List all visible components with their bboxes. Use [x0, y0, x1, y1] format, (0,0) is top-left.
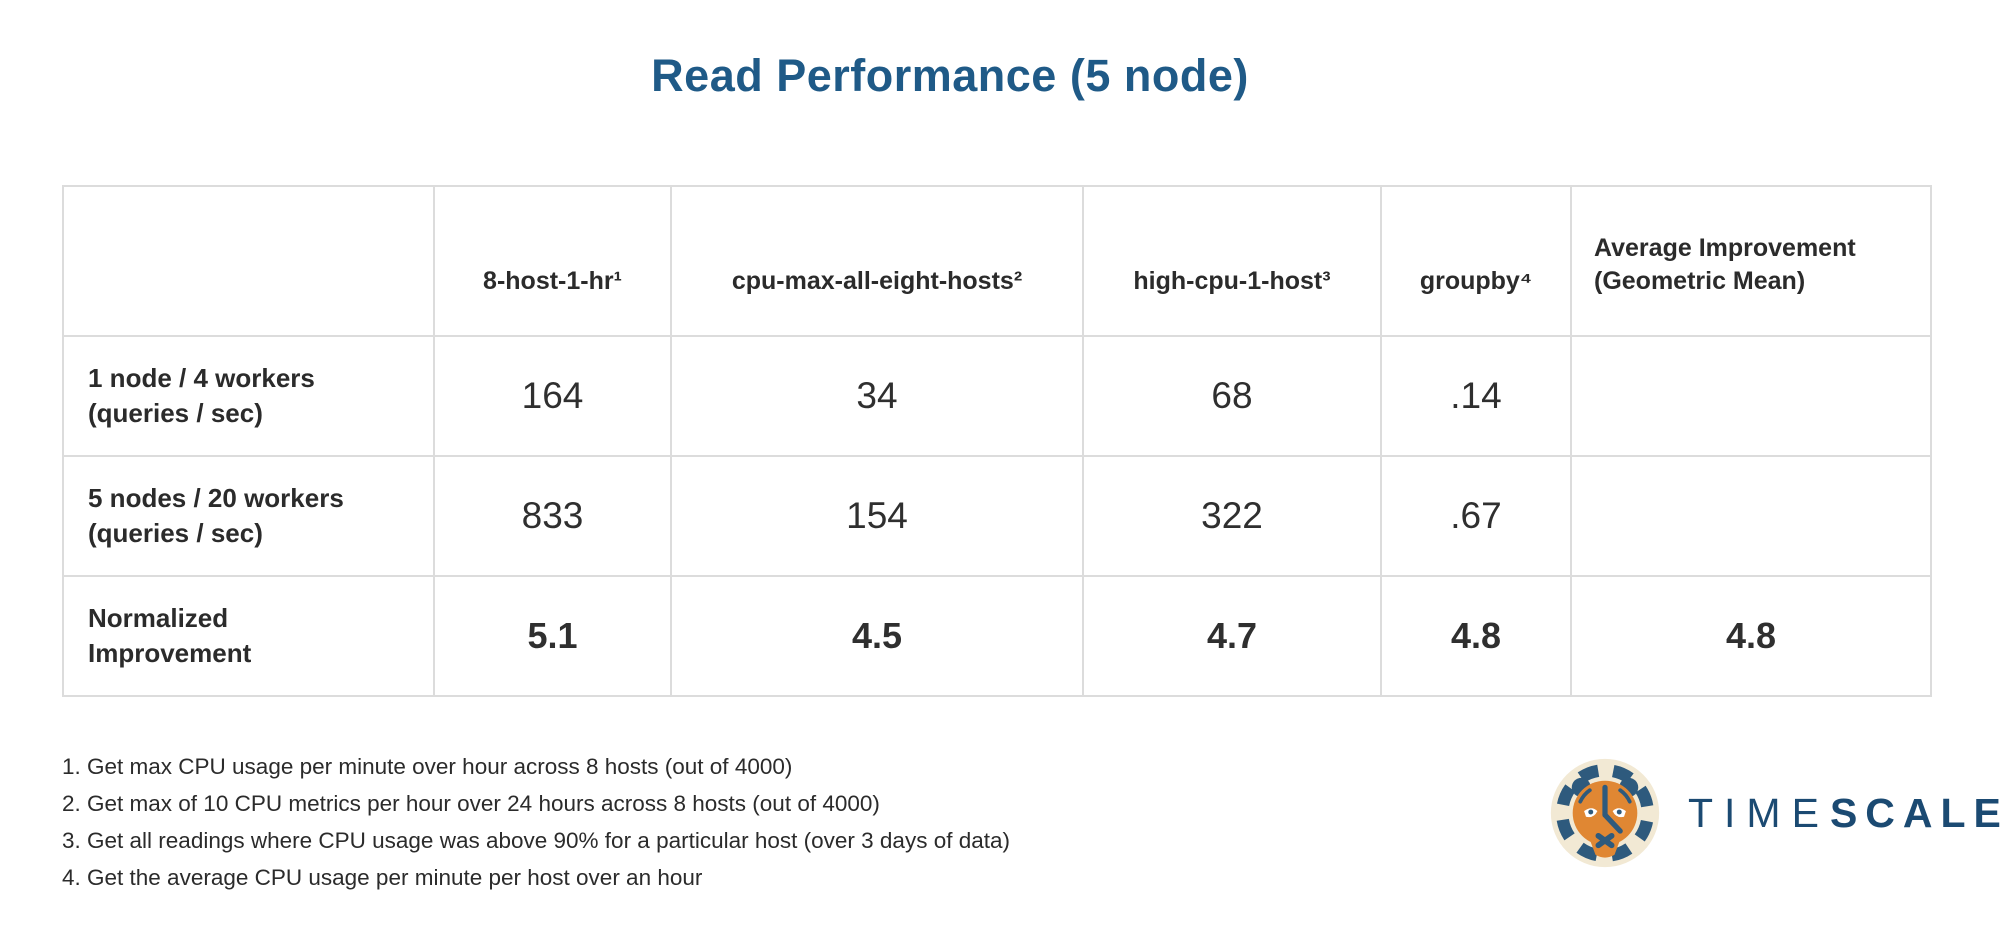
value-cell: 833: [433, 455, 672, 577]
page-title: Read Performance (5 node): [651, 50, 1249, 101]
table-row-1-node: 1 node / 4 workers (queries / sec) 164 3…: [62, 335, 1932, 457]
timescale-wordmark: TIMESCALE: [1688, 790, 2000, 837]
value-cell: 4.8: [1570, 575, 1932, 697]
timescale-logo: TIMESCALE: [1548, 756, 2000, 870]
header-cell-cpu-max-all-eight: cpu-max-all-eight-hosts²: [670, 185, 1084, 337]
value-cell: 4.7: [1082, 575, 1382, 697]
footnotes: 1. Get max CPU usage per minute over hou…: [62, 748, 1010, 896]
value-cell: 68: [1082, 335, 1382, 457]
value-cell: 34: [670, 335, 1084, 457]
row-label: Normalized Improvement: [62, 575, 435, 697]
value-cell: 5.1: [433, 575, 672, 697]
value-cell: [1570, 335, 1932, 457]
table-row-5-nodes: 5 nodes / 20 workers (queries / sec) 833…: [62, 455, 1932, 577]
header-cell-high-cpu-1-host: high-cpu-1-host³: [1082, 185, 1382, 337]
wordmark-time: TIME: [1688, 789, 1830, 836]
value-cell: [1570, 455, 1932, 577]
footnote-2: 2. Get max of 10 CPU metrics per hour ov…: [62, 791, 880, 816]
timescale-tiger-icon: [1550, 758, 1660, 868]
value-cell: 164: [433, 335, 672, 457]
row-label: 5 nodes / 20 workers (queries / sec): [62, 455, 435, 577]
read-performance-table: 8-host-1-hr¹ cpu-max-all-eight-hosts² hi…: [62, 185, 1932, 697]
value-cell: 322: [1082, 455, 1382, 577]
value-cell: .67: [1380, 455, 1572, 577]
footnote-1: 1. Get max CPU usage per minute over hou…: [62, 754, 793, 779]
footnote-4: 4. Get the average CPU usage per minute …: [62, 865, 703, 890]
footnote-3: 3. Get all readings where CPU usage was …: [62, 828, 1010, 853]
header-cell-average-improvement: Average Improvement (Geometric Mean): [1570, 185, 1932, 337]
value-cell: 4.5: [670, 575, 1084, 697]
value-cell: 4.8: [1380, 575, 1572, 697]
header-cell-groupby: groupby⁴: [1380, 185, 1572, 337]
corner-cell: [62, 185, 435, 337]
value-cell: 154: [670, 455, 1084, 577]
wordmark-scale: SCALE: [1829, 789, 2000, 836]
header-cell-8-host-1-hr: 8-host-1-hr¹: [433, 185, 672, 337]
value-cell: .14: [1380, 335, 1572, 457]
table-row-normalized-improvement: Normalized Improvement 5.1 4.5 4.7 4.8 4…: [62, 575, 1932, 697]
header-row: 8-host-1-hr¹ cpu-max-all-eight-hosts² hi…: [62, 185, 1932, 337]
row-label: 1 node / 4 workers (queries / sec): [62, 335, 435, 457]
